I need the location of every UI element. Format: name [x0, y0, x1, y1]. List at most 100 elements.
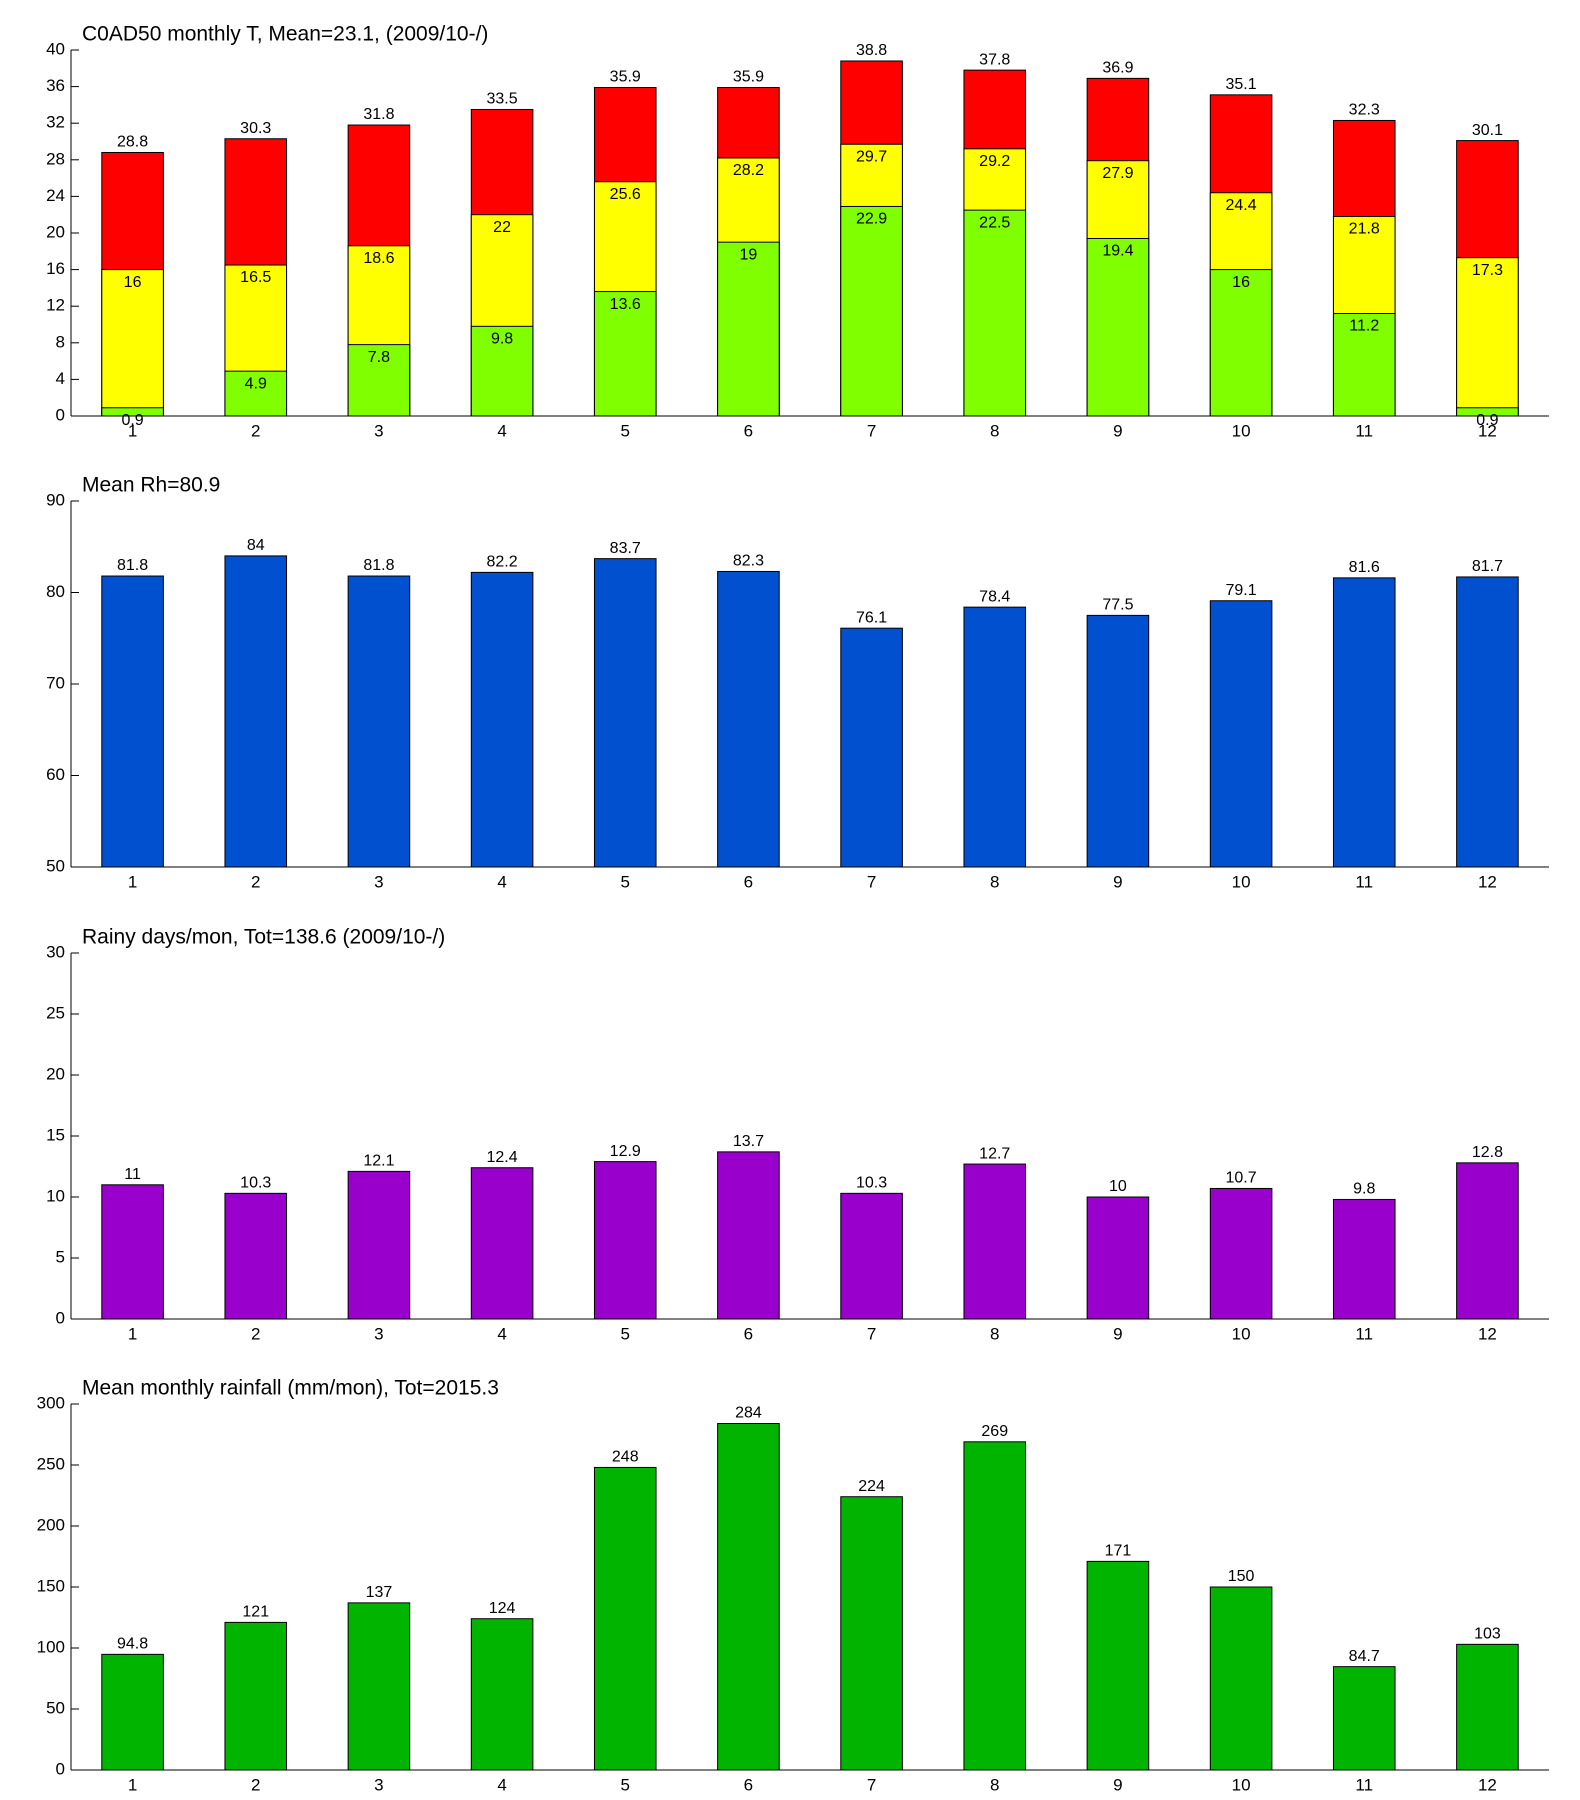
value-label: 19 — [740, 246, 758, 263]
y-tick-label: 12 — [46, 296, 65, 315]
bar — [963, 209, 1027, 417]
bar — [224, 370, 288, 417]
x-tick-label: 4 — [497, 872, 506, 891]
value-label: 12.4 — [487, 1149, 518, 1166]
x-tick-label: 6 — [744, 421, 753, 440]
y-tick-label: 60 — [46, 765, 65, 784]
bar — [963, 606, 1027, 868]
x-tick-label: 1 — [128, 1324, 137, 1343]
x-tick-label: 8 — [990, 1324, 999, 1343]
value-label: 82.3 — [733, 553, 764, 570]
x-tick-label: 10 — [1232, 421, 1251, 440]
y-tick-label: 80 — [46, 582, 65, 601]
value-label: 28.8 — [117, 134, 148, 151]
value-label: 81.6 — [1349, 559, 1380, 576]
y-tick-label: 100 — [37, 1637, 65, 1656]
bar — [840, 205, 903, 417]
value-label: 137 — [366, 1584, 393, 1601]
x-tick-label: 10 — [1232, 872, 1251, 891]
bar — [593, 1161, 657, 1320]
value-label: 16 — [124, 274, 142, 291]
bar — [1086, 1560, 1150, 1771]
chart-title: C0AD50 monthly T, Mean=23.1, (2009/10-/) — [82, 23, 488, 46]
value-label: 29.2 — [979, 153, 1010, 170]
bar — [593, 558, 657, 868]
x-tick-label: 11 — [1355, 1775, 1373, 1794]
x-tick-label: 8 — [990, 421, 999, 440]
x-tick-label: 4 — [497, 1324, 506, 1343]
bar — [470, 1167, 534, 1320]
x-tick-label: 10 — [1232, 1775, 1251, 1794]
bar — [224, 555, 288, 868]
value-label: 171 — [1105, 1543, 1132, 1560]
x-tick-label: 7 — [867, 421, 876, 440]
value-label: 22.9 — [856, 211, 887, 228]
x-tick-label: 5 — [621, 421, 630, 440]
value-label: 27.9 — [1102, 165, 1133, 182]
y-tick-label: 70 — [46, 673, 65, 692]
bar — [1332, 1198, 1396, 1320]
x-tick-label: 12 — [1478, 1775, 1497, 1794]
value-label: 32.3 — [1349, 102, 1380, 119]
value-label: 0.9 — [1476, 412, 1498, 429]
y-tick-label: 20 — [46, 222, 65, 241]
bar — [347, 1602, 411, 1771]
bar — [1332, 577, 1396, 868]
y-tick-label: 20 — [46, 1064, 65, 1083]
bar — [717, 1423, 780, 1771]
value-label: 11 — [124, 1166, 141, 1183]
value-label: 11.2 — [1349, 318, 1379, 335]
value-label: 81.8 — [363, 557, 394, 574]
x-tick-label: 7 — [867, 872, 876, 891]
bar — [1086, 237, 1150, 417]
bar — [717, 570, 780, 868]
value-label: 84 — [247, 537, 265, 554]
x-tick-label: 5 — [621, 872, 630, 891]
bar — [840, 627, 903, 868]
y-tick-label: 25 — [46, 1003, 65, 1022]
x-tick-label: 10 — [1232, 1324, 1251, 1343]
y-tick-label: 8 — [56, 332, 65, 351]
bar — [101, 1653, 164, 1771]
x-tick-label: 2 — [251, 1324, 260, 1343]
bar — [1209, 1187, 1273, 1320]
y-tick-label: 150 — [37, 1576, 65, 1595]
bar — [1209, 269, 1273, 417]
y-tick-label: 40 — [46, 39, 65, 58]
x-tick-label: 9 — [1113, 1324, 1122, 1343]
value-label: 24.4 — [1226, 197, 1257, 214]
value-label: 7.8 — [368, 349, 390, 366]
value-label: 35.9 — [733, 69, 764, 86]
x-tick-label: 9 — [1113, 1775, 1122, 1794]
value-label: 77.5 — [1102, 597, 1133, 614]
value-label: 35.1 — [1226, 76, 1257, 93]
bar — [840, 1192, 903, 1320]
bar — [101, 575, 164, 868]
bar — [1209, 600, 1273, 868]
x-tick-label: 2 — [251, 1775, 260, 1794]
x-tick-label: 4 — [497, 1775, 506, 1794]
value-label: 103 — [1474, 1626, 1501, 1643]
value-label: 16 — [1232, 274, 1250, 291]
y-tick-label: 16 — [46, 259, 65, 278]
value-label: 82.2 — [487, 554, 518, 571]
value-label: 31.8 — [363, 106, 394, 123]
value-label: 81.8 — [117, 557, 148, 574]
value-label: 124 — [489, 1600, 516, 1617]
y-tick-label: 200 — [37, 1515, 65, 1534]
x-tick-label: 5 — [621, 1775, 630, 1794]
x-tick-label: 6 — [744, 872, 753, 891]
value-label: 12.9 — [610, 1143, 641, 1160]
value-label: 269 — [981, 1423, 1008, 1440]
bar — [840, 1496, 903, 1771]
value-label: 121 — [242, 1604, 269, 1621]
value-label: 0.9 — [121, 412, 143, 429]
x-tick-label: 6 — [744, 1324, 753, 1343]
value-label: 78.4 — [979, 588, 1010, 605]
x-tick-label: 12 — [1478, 421, 1497, 440]
value-label: 22 — [493, 219, 511, 236]
x-tick-label: 4 — [497, 421, 506, 440]
bar — [593, 1466, 657, 1771]
value-label: 30.1 — [1472, 122, 1503, 139]
y-tick-label: 250 — [37, 1454, 65, 1473]
